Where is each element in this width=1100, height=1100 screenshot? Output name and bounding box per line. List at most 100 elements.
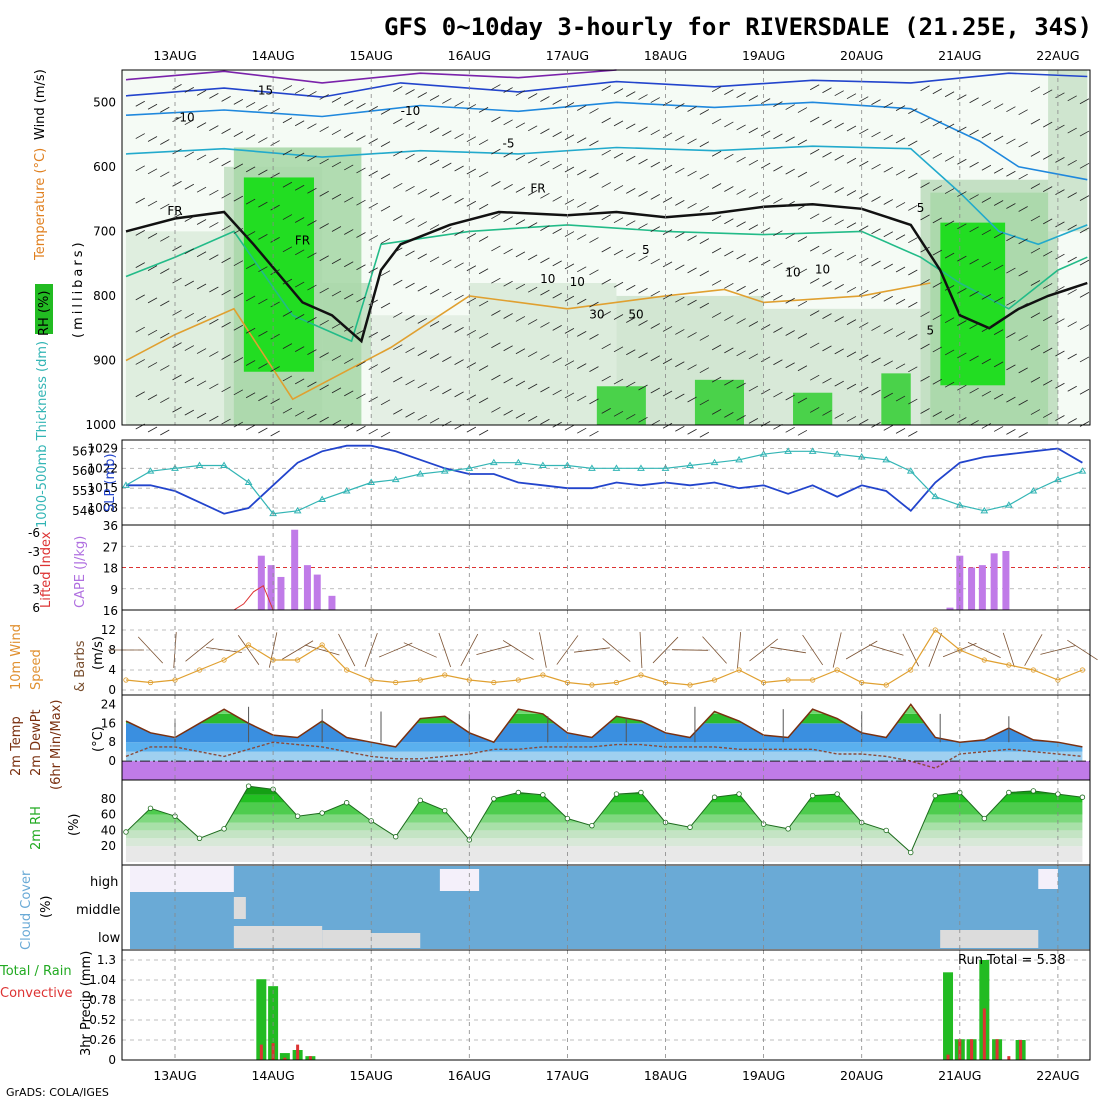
cloud-high-gap xyxy=(1038,869,1058,889)
wind-barb xyxy=(221,418,231,425)
wind-barb xyxy=(429,224,440,230)
wind-barb xyxy=(503,377,513,384)
wind-barb xyxy=(294,217,305,223)
wind-barb xyxy=(221,289,231,296)
wind-speed-marker xyxy=(319,642,325,648)
wind-barb xyxy=(380,108,391,115)
wind-barb xyxy=(957,417,967,423)
wind-barb xyxy=(1079,130,1090,137)
wind-barb xyxy=(895,428,906,434)
wind-barb xyxy=(760,324,771,330)
wind-barb xyxy=(675,393,685,400)
wind-barb xyxy=(687,332,697,338)
wind-barb xyxy=(613,217,624,224)
thickness-marker xyxy=(293,506,302,514)
wind-barb xyxy=(748,159,759,166)
wind-barb xyxy=(245,231,256,237)
pressure-ylabel-right-wrap: SLP (mb) xyxy=(103,453,118,512)
upper-ylabel-wind: Wind (m/s) xyxy=(33,69,48,140)
precip-total-bar xyxy=(943,972,954,1060)
wind-barb xyxy=(503,280,513,287)
wind-barb xyxy=(270,366,280,372)
wind-barb xyxy=(417,414,427,421)
wind-barb xyxy=(1030,312,1041,319)
wind-barb xyxy=(245,198,256,205)
wind-barb xyxy=(589,301,599,308)
wind-barb xyxy=(773,359,783,366)
rh-ylabel: 2m RH xyxy=(29,806,44,850)
contour-label: 10 xyxy=(540,272,555,286)
wind-barb xyxy=(908,205,918,211)
wind-barb xyxy=(209,222,219,228)
wind-barb xyxy=(270,140,280,146)
wind-barb xyxy=(515,154,526,161)
wind-barb xyxy=(601,246,611,253)
wind-barb xyxy=(1018,432,1028,438)
wind-barb xyxy=(196,154,207,161)
wind-barb xyxy=(515,251,526,258)
wind-barb xyxy=(822,410,832,416)
wind-barb xyxy=(724,282,734,289)
wind-barb xyxy=(711,247,722,254)
day-label-bottom: 21AUG xyxy=(938,1068,981,1083)
temp-ylabel-1-wrap: 2m Temp xyxy=(9,716,24,776)
wind-barb xyxy=(380,431,391,438)
wind-barb xyxy=(331,419,342,426)
wind-barb xyxy=(1067,224,1077,231)
rh-band xyxy=(125,822,1083,831)
panel-frame xyxy=(121,609,1091,696)
wind-barb xyxy=(895,298,906,305)
precip-total-bar xyxy=(256,979,267,1060)
wind-barb xyxy=(356,232,366,238)
precip-tick: 0 xyxy=(108,1053,116,1067)
wind-barb xyxy=(160,365,170,371)
thickness-line xyxy=(125,450,1083,515)
rh-marker xyxy=(809,792,816,799)
wind-barb xyxy=(319,158,329,165)
wind-barb xyxy=(258,201,268,208)
wind-barb xyxy=(711,118,722,125)
day-label-bottom: 18AUG xyxy=(644,1068,687,1083)
rh-marker xyxy=(245,783,252,789)
wind-barb xyxy=(944,285,955,291)
cape-bar xyxy=(1002,550,1010,610)
wind-barb xyxy=(1055,156,1065,163)
temperature-contour xyxy=(125,224,1088,343)
upper-air-panel: 500 600 700 800 900 1000 -15 -10 -10 -5 5 10 10 FR FR F… xyxy=(85,69,1090,438)
wind-barb xyxy=(895,137,906,144)
wind-barb xyxy=(564,424,575,431)
wind-barb xyxy=(687,138,697,145)
wind-speed-marker xyxy=(638,672,644,678)
wind-barb xyxy=(981,164,992,171)
wind-barb xyxy=(957,223,967,230)
wind-barb xyxy=(442,98,452,104)
thickness-marker xyxy=(980,506,989,514)
wind-speed-marker xyxy=(147,679,154,686)
wind-barb xyxy=(883,328,893,334)
wind-barb-10m xyxy=(185,638,214,662)
wind-barb xyxy=(380,141,391,147)
wind-barb xyxy=(638,126,648,133)
cloud-low-clear xyxy=(322,930,372,948)
wind-barb xyxy=(822,377,832,384)
wind-barb xyxy=(527,383,538,390)
wind-barb xyxy=(920,246,930,253)
wind-barb-10m xyxy=(539,632,547,668)
wind-speed-marker xyxy=(785,677,791,683)
contour-label: FR xyxy=(295,233,310,247)
wind-barb xyxy=(846,222,857,229)
wind-barb xyxy=(662,390,673,397)
wind-barb xyxy=(846,125,857,132)
wind-barb xyxy=(993,393,1004,400)
wind-barb xyxy=(147,362,158,368)
credit-text: GrADS: COLA/IGES xyxy=(6,1086,109,1099)
contour-label: FR xyxy=(530,182,545,196)
slp-tick: 1015 xyxy=(87,481,118,495)
wind-barb xyxy=(932,152,943,159)
wind-barb xyxy=(319,352,329,358)
wind-barb xyxy=(429,417,440,424)
wind-barb xyxy=(135,294,145,301)
wind-speed-marker xyxy=(270,657,276,663)
wind-barb xyxy=(797,300,808,307)
wind-barb xyxy=(540,257,550,264)
